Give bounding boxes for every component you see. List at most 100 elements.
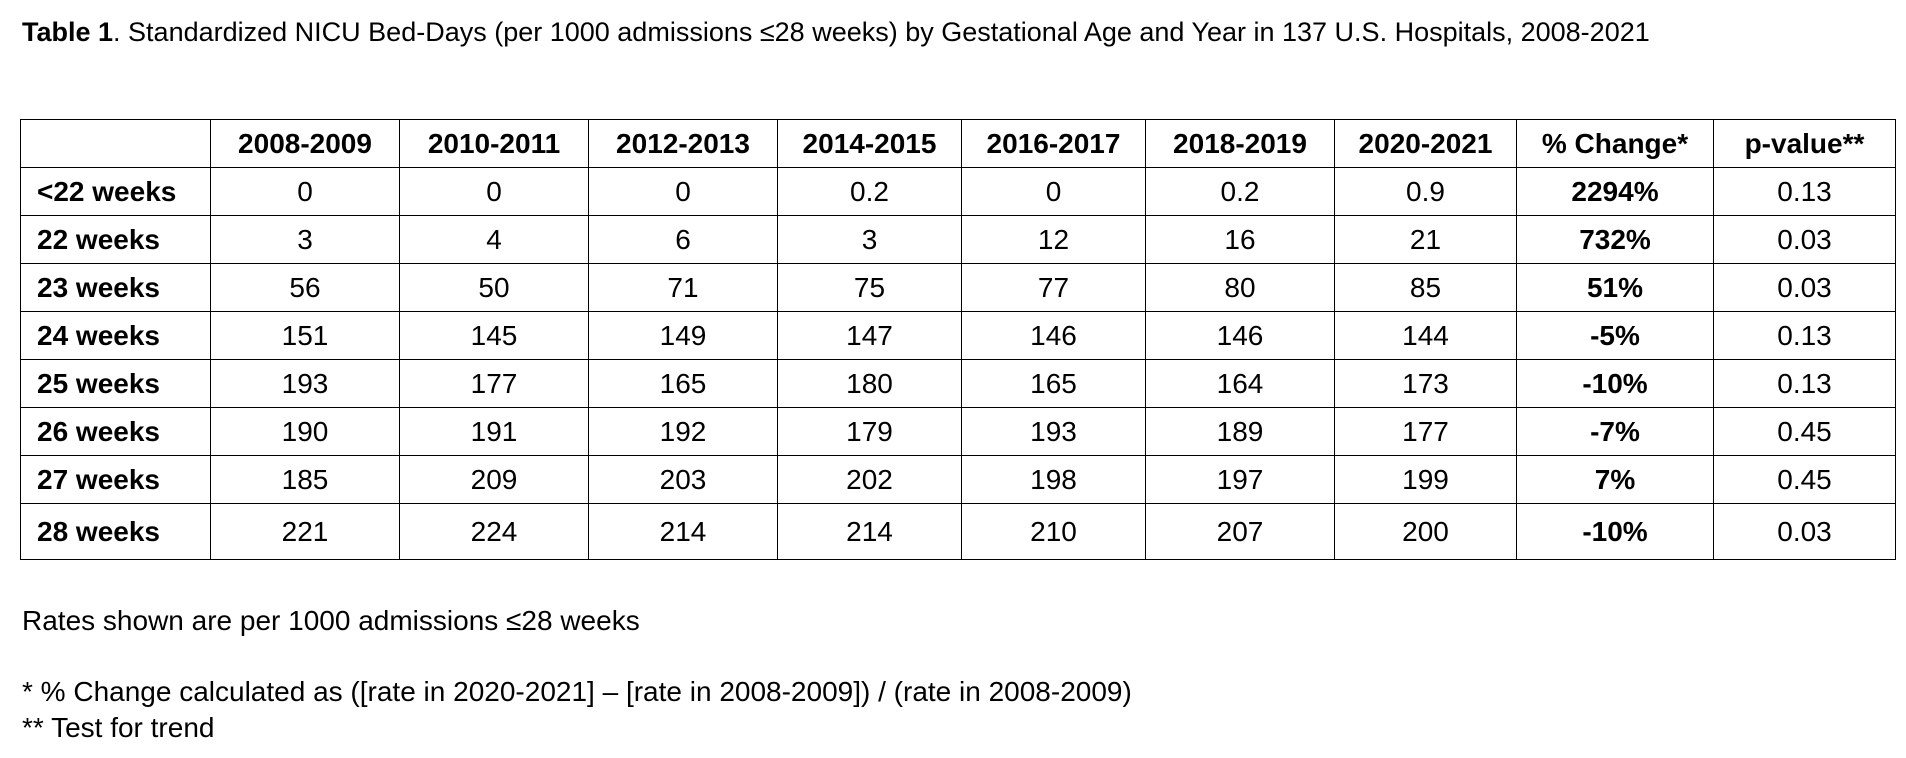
table-cell: 179 xyxy=(777,407,962,456)
table-cell: 210 xyxy=(961,503,1146,560)
table-cell: 21 xyxy=(1334,215,1517,264)
pct-change-cell: 732% xyxy=(1516,215,1714,264)
table-cell: 85 xyxy=(1334,263,1517,312)
table-cell: 209 xyxy=(399,455,589,504)
table-cell: 75 xyxy=(777,263,962,312)
table-cell: 197 xyxy=(1145,455,1335,504)
table-cell: 149 xyxy=(588,311,778,360)
table-cell: 199 xyxy=(1334,455,1517,504)
header-cell-p-value: p-value** xyxy=(1713,119,1896,168)
caption-text: . Standardized NICU Bed-Days (per 1000 a… xyxy=(113,17,1650,47)
pct-change-cell: -10% xyxy=(1516,359,1714,408)
p-value-cell: 0.03 xyxy=(1713,215,1896,264)
table-cell: 151 xyxy=(210,311,400,360)
table-row: 24 weeks 151 145 149 147 146 146 144 -5%… xyxy=(20,311,1896,360)
row-label: 22 weeks xyxy=(20,215,211,264)
table-cell: 145 xyxy=(399,311,589,360)
table-cell: 180 xyxy=(777,359,962,408)
table-cell: 165 xyxy=(961,359,1146,408)
table-row: <22 weeks 0 0 0 0.2 0 0.2 0.9 2294% 0.13 xyxy=(20,167,1896,216)
pct-change-cell: -10% xyxy=(1516,503,1714,560)
table-cell: 4 xyxy=(399,215,589,264)
header-cell-2020-2021: 2020-2021 xyxy=(1334,119,1517,168)
pct-change-footnote: * % Change calculated as ([rate in 2020-… xyxy=(22,676,1132,707)
table-cell: 16 xyxy=(1145,215,1335,264)
header-cell-2018-2019: 2018-2019 xyxy=(1145,119,1335,168)
table-cell: 214 xyxy=(777,503,962,560)
table-cell: 146 xyxy=(1145,311,1335,360)
row-label: <22 weeks xyxy=(20,167,211,216)
p-value-cell: 0.03 xyxy=(1713,263,1896,312)
caption-label: Table 1 xyxy=(22,17,114,47)
table-cell: 147 xyxy=(777,311,962,360)
table-row: 22 weeks 3 4 6 3 12 16 21 732% 0.03 xyxy=(20,215,1896,264)
header-cell-corner xyxy=(20,119,211,168)
table-row: 28 weeks 221 224 214 214 210 207 200 -10… xyxy=(20,503,1896,560)
table-cell: 6 xyxy=(588,215,778,264)
header-cell-2016-2017: 2016-2017 xyxy=(961,119,1146,168)
table-cell: 191 xyxy=(399,407,589,456)
pct-change-cell: -7% xyxy=(1516,407,1714,456)
pct-change-cell: 51% xyxy=(1516,263,1714,312)
p-value-cell: 0.13 xyxy=(1713,167,1896,216)
header-cell-2008-2009: 2008-2009 xyxy=(210,119,400,168)
table-cell: 0 xyxy=(588,167,778,216)
row-label: 28 weeks xyxy=(20,503,211,560)
table-row: 23 weeks 56 50 71 75 77 80 85 51% 0.03 xyxy=(20,263,1896,312)
table-row: 26 weeks 190 191 192 179 193 189 177 -7%… xyxy=(20,407,1896,456)
header-row: 2008-2009 2010-2011 2012-2013 2014-2015 … xyxy=(20,119,1896,168)
table-cell: 173 xyxy=(1334,359,1517,408)
table-cell: 80 xyxy=(1145,263,1335,312)
p-value-cell: 0.45 xyxy=(1713,455,1896,504)
p-value-cell: 0.03 xyxy=(1713,503,1896,560)
table-cell: 56 xyxy=(210,263,400,312)
table-cell: 164 xyxy=(1145,359,1335,408)
header-cell-2014-2015: 2014-2015 xyxy=(777,119,962,168)
table-cell: 189 xyxy=(1145,407,1335,456)
table-caption: Table 1. Standardized NICU Bed-Days (per… xyxy=(22,16,1882,49)
table-cell: 12 xyxy=(961,215,1146,264)
table-cell: 0 xyxy=(210,167,400,216)
rates-note: Rates shown are per 1000 admissions ≤28 … xyxy=(22,605,640,636)
table-cell: 3 xyxy=(210,215,400,264)
table-cell: 193 xyxy=(210,359,400,408)
table-cell: 203 xyxy=(588,455,778,504)
table-cell: 192 xyxy=(588,407,778,456)
table-cell: 200 xyxy=(1334,503,1517,560)
table-cell: 146 xyxy=(961,311,1146,360)
pct-change-cell: -5% xyxy=(1516,311,1714,360)
table-cell: 193 xyxy=(961,407,1146,456)
pct-change-cell: 7% xyxy=(1516,455,1714,504)
row-label: 25 weeks xyxy=(20,359,211,408)
table-cell: 165 xyxy=(588,359,778,408)
table-cell: 190 xyxy=(210,407,400,456)
table-cell: 214 xyxy=(588,503,778,560)
header-cell-pct-change: % Change* xyxy=(1516,119,1714,168)
table-cell: 221 xyxy=(210,503,400,560)
data-table: 2008-2009 2010-2011 2012-2013 2014-2015 … xyxy=(20,119,1896,560)
table-cell: 198 xyxy=(961,455,1146,504)
table-cell: 3 xyxy=(777,215,962,264)
header-cell-2010-2011: 2010-2011 xyxy=(399,119,589,168)
table-cell: 144 xyxy=(1334,311,1517,360)
table-cell: 77 xyxy=(961,263,1146,312)
table-cell: 71 xyxy=(588,263,778,312)
table-cell: 185 xyxy=(210,455,400,504)
table-cell: 0.2 xyxy=(777,167,962,216)
table-cell: 0.9 xyxy=(1334,167,1517,216)
row-label: 27 weeks xyxy=(20,455,211,504)
p-value-cell: 0.13 xyxy=(1713,359,1896,408)
pct-change-cell: 2294% xyxy=(1516,167,1714,216)
row-label: 24 weeks xyxy=(20,311,211,360)
table-cell: 0.2 xyxy=(1145,167,1335,216)
table-cell: 224 xyxy=(399,503,589,560)
header-cell-2012-2013: 2012-2013 xyxy=(588,119,778,168)
row-label: 23 weeks xyxy=(20,263,211,312)
table-cell: 207 xyxy=(1145,503,1335,560)
table-cell: 0 xyxy=(961,167,1146,216)
p-value-cell: 0.13 xyxy=(1713,311,1896,360)
table-row: 25 weeks 193 177 165 180 165 164 173 -10… xyxy=(20,359,1896,408)
table-cell: 177 xyxy=(1334,407,1517,456)
p-value-cell: 0.45 xyxy=(1713,407,1896,456)
table-cell: 177 xyxy=(399,359,589,408)
